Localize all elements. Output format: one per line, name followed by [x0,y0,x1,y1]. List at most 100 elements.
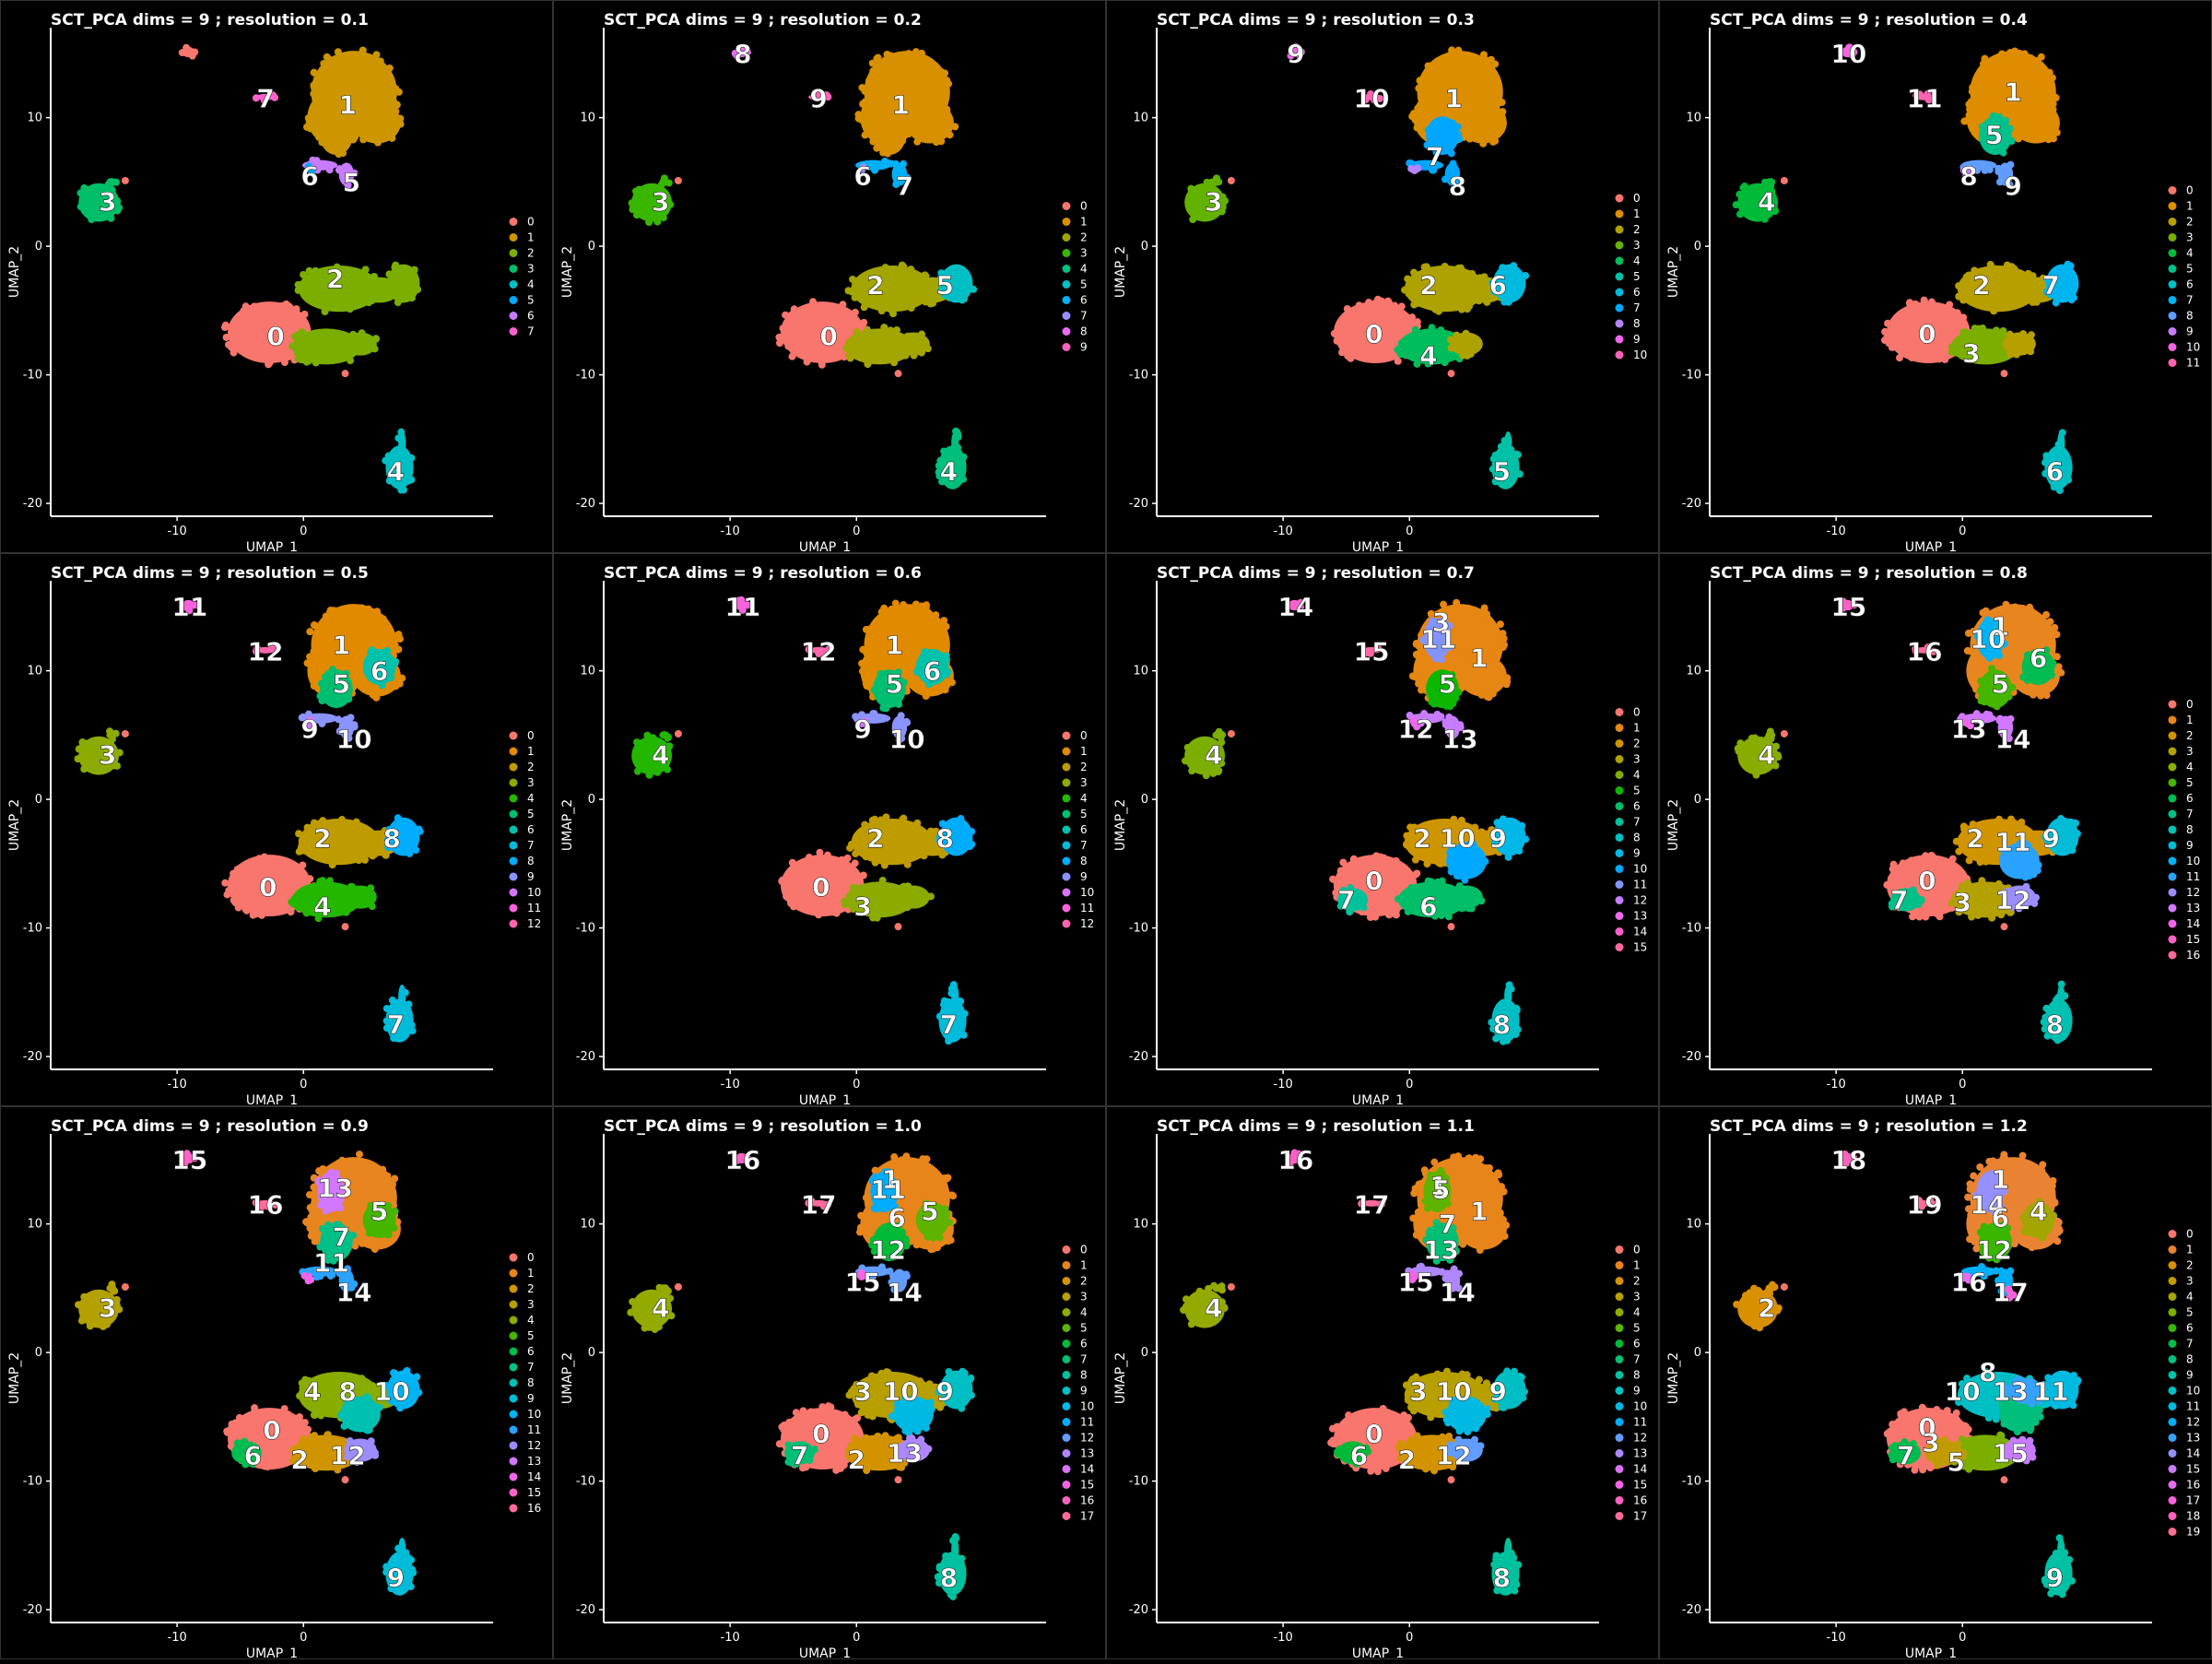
data-point [1515,470,1524,478]
legend-key [1615,896,1624,904]
cluster-label: 2 [1398,1445,1416,1475]
data-point [864,360,872,368]
data-point [2006,1267,2015,1275]
data-point [2067,296,2076,304]
data-point [383,835,392,844]
data-point [1970,638,1978,646]
data-point [1918,1403,1926,1411]
data-point [1407,164,1416,172]
y-tick-label: 10 [580,665,595,679]
data-point [2057,1004,2065,1012]
legend-key [509,1410,518,1419]
data-point [305,266,313,275]
cluster-label: 8 [1979,1357,1996,1387]
cluster-label: 4 [1758,739,1775,770]
data-point [334,48,342,56]
data-point [379,1165,387,1174]
data-point [351,1242,359,1250]
panel-border [553,553,1106,1106]
cluster-label: 5 [1432,1174,1450,1205]
data-point [2005,692,2013,701]
data-point [901,1394,910,1402]
data-point [943,77,951,85]
data-point [1449,119,1457,127]
data-point [2010,265,2018,273]
data-point [902,173,911,182]
data-point [350,169,359,177]
data-point [77,1316,86,1325]
data-point [897,1460,905,1469]
data-point [1430,700,1438,708]
legend-label: 7 [1080,1353,1088,1366]
data-point [744,1155,752,1163]
cluster-region [1976,1171,2005,1213]
panel-border [0,553,553,1106]
data-point [912,51,921,59]
legend-label: 1 [1633,207,1641,220]
cluster-label: 9 [936,1376,954,1407]
legend-label: 11 [1080,902,1094,915]
legend-key [2168,1324,2177,1332]
x-axis-title: UMAP_1 [799,1093,851,1106]
data-point [1422,1236,1430,1245]
data-point [1747,734,1756,742]
data-point [1463,1371,1471,1379]
data-point [1413,723,1421,731]
data-point [1334,877,1342,885]
cluster-label: 8 [1959,160,1977,191]
cluster-label: 2 [1413,823,1430,854]
data-point [310,68,318,77]
data-point [1967,98,1975,106]
cluster-label: 9 [300,714,318,744]
data-point [1959,1272,1968,1280]
data-point [1511,1587,1519,1595]
data-point [1978,1262,1986,1270]
x-tick-label: -10 [721,1078,740,1092]
data-point [1502,680,1511,689]
data-point [265,360,273,369]
legend-key [1062,825,1071,834]
data-point [1336,867,1345,875]
data-point [384,1201,393,1210]
data-point [907,304,915,313]
data-point [1472,1381,1480,1389]
data-point [2019,673,2028,681]
data-point [868,1272,877,1280]
data-point [316,692,324,701]
legend-label: 10 [1633,1400,1647,1413]
cluster-region [2044,998,2073,1043]
data-point [1972,1245,1981,1253]
data-point [80,1292,88,1301]
data-point [1446,643,1454,651]
data-point [1845,43,1853,52]
legend-label: 7 [527,325,535,338]
data-point [1449,89,1457,97]
legend-key [1062,903,1071,913]
cluster-label: 4 [1758,186,1775,217]
legend-key [1062,1324,1071,1332]
data-point [877,307,886,315]
data-point [1465,904,1474,913]
data-point [1476,1245,1484,1254]
cluster-label: 5 [936,270,954,301]
legend-label: 5 [2186,1306,2194,1319]
legend-label: 16 [1633,1494,1647,1507]
legend-key [509,731,518,740]
data-point [1499,1037,1507,1045]
data-point [398,674,406,682]
data-point [182,1150,191,1158]
data-point [1218,759,1226,767]
data-point [1760,215,1769,223]
legend-key [2168,1371,2177,1379]
data-point [824,93,832,101]
data-point [2049,659,2057,667]
data-point [805,645,813,654]
cluster-label: 17 [801,1190,837,1221]
data-point [1445,1448,1453,1457]
data-point [1491,60,1500,68]
legend-label: 10 [2186,855,2200,867]
legend-label: 6 [527,310,535,323]
data-point [2050,1211,2058,1220]
data-point [297,843,305,851]
data-point [415,825,423,833]
